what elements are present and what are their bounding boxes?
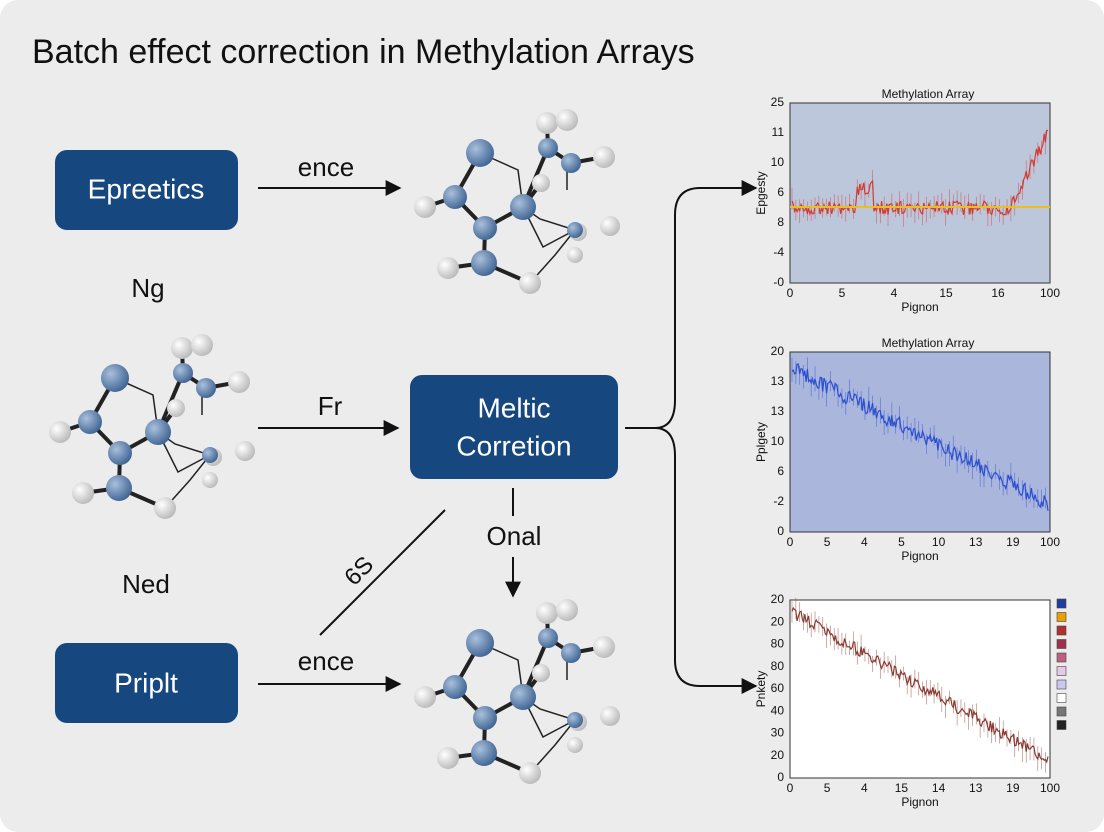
legend-swatch [1056,625,1067,636]
x-tick-label: 15 [939,286,953,300]
x-tick-label: 5 [824,535,831,549]
node-label: Corretion [456,430,571,461]
x-tick-label: 13 [969,781,983,795]
x-tick-label: 0 [787,781,794,795]
side-label: Ng [131,273,164,303]
y-tick-label: -0 [773,275,784,289]
trace [791,363,1049,511]
node-box [55,150,238,230]
y-tick-label: 30 [771,726,785,740]
y-tick-label: 13 [771,404,785,418]
y-axis-label: Pplgety [754,422,768,462]
bracket-arrow [654,427,758,694]
legend-swatch [1056,720,1067,730]
edge-label: ence [298,646,354,676]
x-axis-label: Pignon [901,795,938,809]
x-tick-label: 100 [1040,535,1060,549]
x-tick-label: 14 [932,781,946,795]
title: Batch effect correction in Methylation A… [32,33,695,71]
y-tick-label: 10 [771,155,785,169]
x-tick-label: 19 [1006,535,1020,549]
node-label: Epreetics [88,173,205,204]
y-tick-label: 80 [771,659,785,673]
y-tick-label: 6 [777,185,784,199]
y-tick-label: 25 [771,95,785,109]
x-tick-label: 5 [824,781,831,795]
legend-swatch [1056,679,1067,690]
node-box [55,643,238,723]
y-tick-label: 0 [777,770,784,784]
y-tick-label: 13 [771,374,785,388]
legend-swatch [1056,598,1067,609]
x-tick-label: 4 [861,781,868,795]
x-tick-label: 0 [787,535,794,549]
x-tick-label: 15 [895,781,909,795]
x-tick-label: 16 [991,286,1005,300]
plot-area [789,102,1051,284]
x-tick-label: 0 [787,286,794,300]
plot-title: Methylation Array [882,87,975,101]
y-tick-label: -2 [773,494,784,508]
legend-swatch [1056,639,1067,649]
x-tick-label: 10 [932,535,946,549]
y-tick-label: -4 [773,245,784,259]
trace [791,129,1049,216]
x-axis-label: Pignon [901,549,938,563]
bracket-arrow [625,180,758,429]
legend-swatch [1056,666,1067,676]
legend-swatch [1056,652,1067,663]
x-tick-label: 4 [891,286,898,300]
plot-title: Methylation Array [882,336,975,350]
edge-label: Onal [487,521,542,551]
x-tick-label: 100 [1040,286,1060,300]
edge-label: Fr [318,391,343,421]
legend-swatch [1056,693,1067,703]
y-tick-label: 6 [777,464,784,478]
y-tick-label: 0 [777,524,784,538]
y-tick-label: 80 [771,637,785,651]
y-tick-label: 10 [771,434,785,448]
x-tick-label: 100 [1040,781,1060,795]
y-axis-label: Epgesty [754,171,768,214]
y-tick-label: 60 [771,681,785,695]
node-label: Meltic [477,392,550,423]
y-tick-label: 40 [771,703,785,717]
y-tick-label: 11 [772,125,785,139]
y-tick-label: 20 [771,614,785,628]
node-box [410,375,618,479]
y-tick-label: 20 [771,592,785,606]
x-tick-label: 4 [861,535,868,549]
x-axis-label: Pignon [901,300,938,314]
trace [791,606,1049,764]
y-axis-label: Pnkety [754,671,768,708]
plot-area [789,351,1051,533]
side-label: Ned [122,569,170,599]
legend-swatch [1056,706,1067,717]
x-tick-label: 5 [898,535,905,549]
y-tick-label: 8 [777,215,784,229]
y-tick-label: 20 [771,748,785,762]
edge-label: ence [298,152,354,182]
y-tick-label: 20 [771,344,785,358]
line [319,509,446,636]
x-tick-label: 19 [1006,781,1020,795]
x-tick-label: 5 [839,286,846,300]
node-label: Priplt [114,667,178,698]
legend-swatch [1056,612,1067,622]
x-tick-label: 13 [969,535,983,549]
